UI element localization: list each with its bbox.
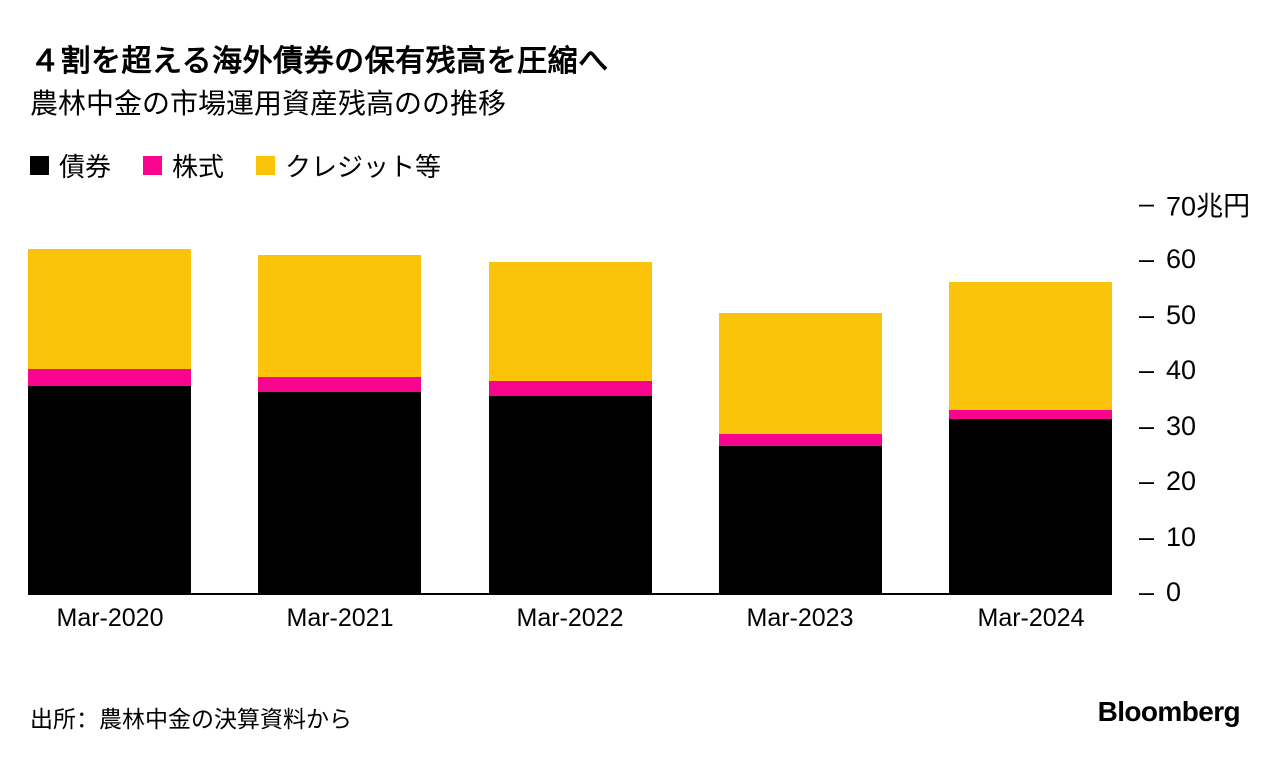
y-tick-label: 10 [1166, 521, 1197, 552]
bar-segment-債券 [489, 396, 652, 593]
tick-mark-icon: – [1139, 355, 1155, 386]
x-axis-baseline [28, 593, 1112, 595]
x-tick-label-Mar-2022: Mar-2022 [516, 604, 624, 632]
bar-segment-株式 [28, 368, 191, 387]
x-tick-label-Mar-2021: Mar-2021 [286, 604, 394, 632]
tick-mark-icon: – [1139, 244, 1155, 275]
x-tick-label-Mar-2020: Mar-2020 [56, 604, 164, 632]
y-tick-30: –30 [1139, 411, 1196, 442]
y-tick-label: 70兆円 [1166, 191, 1251, 222]
y-tick-10: –10 [1139, 521, 1196, 552]
legend-item-0: 債券 [30, 147, 111, 184]
y-tick-0: –0 [1139, 577, 1181, 608]
bloomberg-logo: Bloomberg [1097, 696, 1241, 727]
bar-segment-株式 [489, 381, 652, 397]
bar-segment-クレジット等 [949, 282, 1112, 411]
y-tick-60: –60 [1139, 244, 1196, 275]
y-tick-70: –70兆円 [1139, 185, 1250, 224]
y-tick-50: –50 [1139, 300, 1196, 331]
y-tick-40: –40 [1139, 355, 1196, 386]
y-tick-label: 50 [1166, 299, 1197, 330]
bar-segment-クレジット等 [489, 262, 652, 382]
page-subtitle: 農林中金の市場運用資産残高のの推移 [30, 88, 507, 119]
legend-label: 債券 [59, 152, 112, 182]
legend: 債券 株式 クレジット等 [30, 147, 441, 184]
bar-segment-株式 [719, 433, 882, 447]
y-tick-label: 60 [1166, 244, 1197, 275]
tick-mark-icon: – [1139, 465, 1155, 496]
bar-segment-クレジット等 [258, 254, 421, 377]
page-title: ４割を超える海外債券の保有残高を圧縮へ [30, 45, 609, 78]
bar-segment-債券 [949, 419, 1112, 593]
bar-segment-債券 [28, 386, 191, 593]
plot-area [28, 205, 1112, 595]
legend-item-2: クレジット等 [256, 147, 441, 184]
tick-mark-icon: – [1139, 188, 1155, 219]
x-axis: Mar-2020 Mar-2021 Mar-2022 Mar-2023 Mar-2024 [28, 604, 1112, 638]
x-tick-label-Mar-2024: Mar-2024 [977, 604, 1085, 632]
bar-segment-クレジット等 [28, 248, 191, 369]
legend-label: 株式 [172, 152, 225, 182]
stacked-bar-Mar-2022 [489, 262, 652, 593]
bar-segment-債券 [719, 446, 882, 593]
y-tick-label: 30 [1166, 410, 1197, 441]
legend-item-1: 株式 [143, 147, 224, 184]
tick-mark-icon: – [1139, 299, 1155, 330]
legend-swatch-icon [143, 156, 163, 175]
y-axis: –70兆円 –60–50–40–30–20–10–0 [1139, 189, 1271, 607]
bar-segment-株式 [949, 410, 1112, 419]
legend-label: クレジット等 [285, 152, 442, 182]
y-tick-label: 0 [1166, 576, 1182, 607]
stacked-bar-Mar-2021 [258, 254, 421, 593]
y-tick-20: –20 [1139, 466, 1196, 497]
legend-swatch-icon [30, 156, 49, 175]
y-tick-label: 40 [1166, 355, 1197, 386]
source-note: 出所：農林中金の決算資料から [30, 706, 352, 732]
tick-mark-icon: – [1139, 521, 1155, 552]
tick-mark-icon: – [1139, 576, 1155, 607]
stacked-bar-Mar-2020 [28, 248, 191, 593]
y-tick-label: 20 [1166, 465, 1197, 496]
bar-segment-債券 [258, 391, 421, 593]
stacked-bar-Mar-2024 [949, 282, 1112, 593]
legend-swatch-icon [256, 156, 276, 175]
bar-segment-株式 [258, 376, 421, 392]
bar-segment-クレジット等 [719, 313, 882, 434]
x-tick-label-Mar-2023: Mar-2023 [746, 604, 854, 632]
stacked-bar-Mar-2023 [719, 313, 882, 593]
tick-mark-icon: – [1139, 410, 1155, 441]
